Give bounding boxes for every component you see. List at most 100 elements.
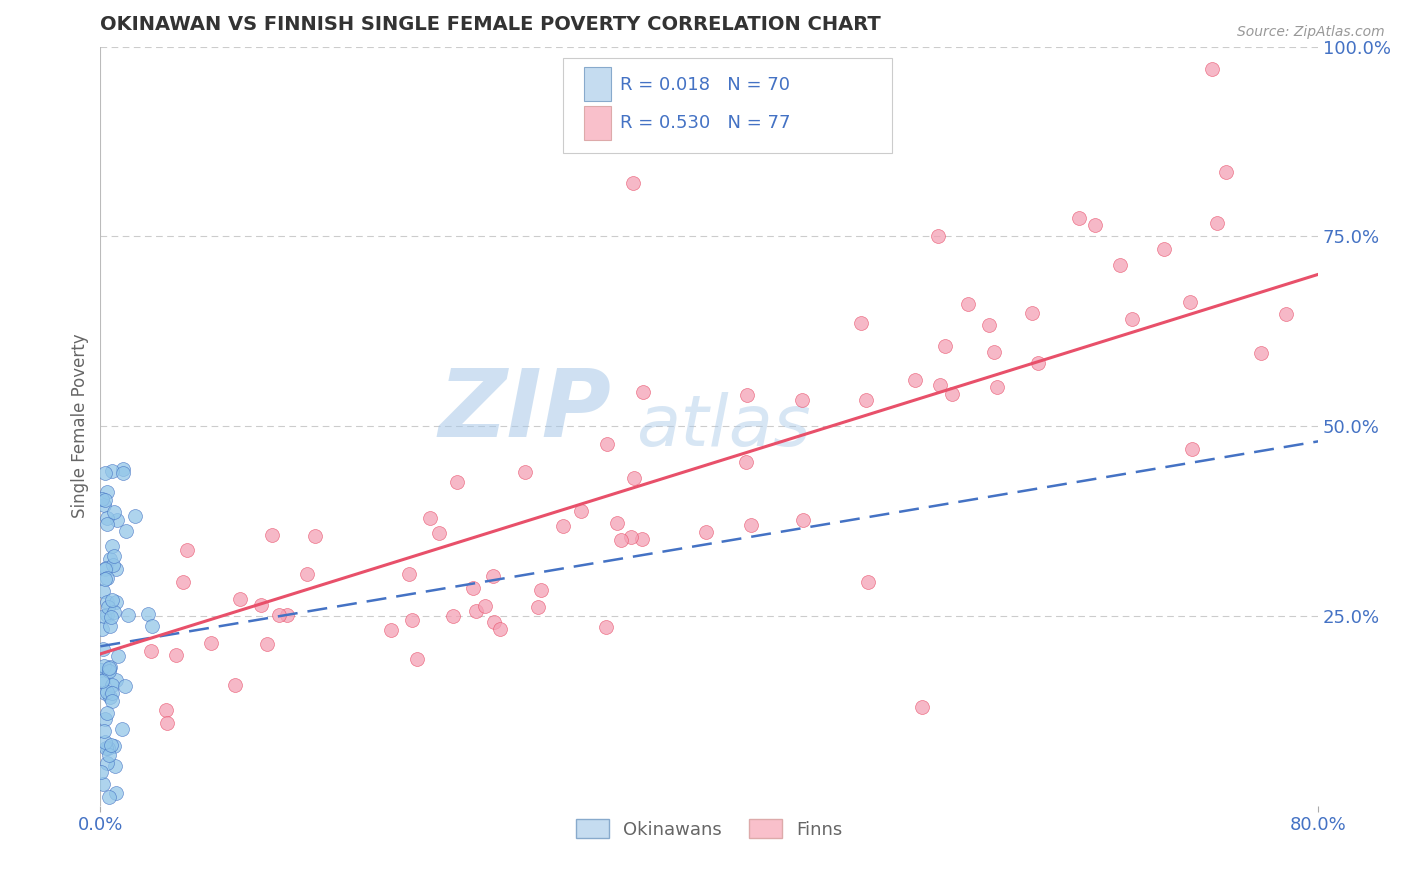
Point bbox=[96, 561, 118, 575]
Text: Source: ZipAtlas.com: Source: ZipAtlas.com bbox=[1237, 25, 1385, 39]
Point bbox=[200, 635, 222, 649]
Point bbox=[105, 513, 128, 527]
Point bbox=[93, 499, 115, 513]
Point bbox=[96, 706, 118, 720]
Point bbox=[904, 373, 927, 387]
Point bbox=[1201, 62, 1223, 77]
Point bbox=[482, 615, 505, 629]
Point bbox=[103, 549, 125, 564]
Point bbox=[94, 562, 117, 576]
Point bbox=[446, 475, 468, 489]
Point bbox=[513, 465, 536, 479]
Point bbox=[141, 618, 163, 632]
Point bbox=[610, 533, 633, 547]
Point bbox=[94, 573, 117, 587]
Point bbox=[249, 598, 271, 612]
Point bbox=[114, 524, 136, 539]
Point bbox=[94, 686, 117, 700]
Point bbox=[630, 532, 652, 546]
Point bbox=[1275, 306, 1298, 320]
Point bbox=[100, 738, 122, 752]
Point bbox=[1153, 243, 1175, 257]
Point bbox=[97, 747, 120, 762]
Point bbox=[695, 524, 717, 539]
Point bbox=[111, 723, 134, 737]
Point bbox=[957, 297, 980, 311]
Point bbox=[105, 673, 128, 688]
Point bbox=[1108, 258, 1130, 272]
Point bbox=[631, 384, 654, 399]
Point bbox=[1121, 311, 1143, 326]
Point bbox=[94, 734, 117, 748]
Text: atlas: atlas bbox=[636, 392, 811, 460]
Point bbox=[114, 679, 136, 693]
Point bbox=[93, 712, 115, 726]
Point bbox=[104, 786, 127, 800]
Point bbox=[929, 377, 952, 392]
Point bbox=[595, 437, 617, 451]
Point bbox=[1250, 345, 1272, 359]
Point bbox=[96, 756, 118, 771]
Point bbox=[304, 529, 326, 543]
Point bbox=[96, 607, 118, 622]
Point bbox=[740, 517, 762, 532]
FancyBboxPatch shape bbox=[583, 67, 610, 102]
Point bbox=[224, 678, 246, 692]
Point bbox=[488, 622, 510, 636]
FancyBboxPatch shape bbox=[564, 58, 891, 153]
Point bbox=[979, 318, 1001, 333]
Point bbox=[551, 519, 574, 533]
Point bbox=[297, 566, 319, 581]
Point bbox=[101, 558, 124, 572]
Point bbox=[101, 539, 124, 553]
Point bbox=[104, 595, 127, 609]
Point bbox=[90, 663, 112, 677]
Point bbox=[1215, 165, 1237, 179]
Point bbox=[101, 686, 124, 700]
Point bbox=[474, 599, 496, 613]
Point bbox=[91, 642, 114, 657]
Text: OKINAWAN VS FINNISH SINGLE FEMALE POVERTY CORRELATION CHART: OKINAWAN VS FINNISH SINGLE FEMALE POVERT… bbox=[100, 15, 882, 34]
Point bbox=[941, 386, 963, 401]
Point bbox=[620, 530, 643, 544]
Point bbox=[101, 677, 124, 691]
Point bbox=[98, 790, 121, 805]
Point bbox=[380, 624, 402, 638]
Point bbox=[96, 594, 118, 608]
Point bbox=[735, 455, 758, 469]
Point bbox=[595, 620, 617, 634]
Point bbox=[98, 619, 121, 633]
Point bbox=[986, 380, 1008, 394]
Point bbox=[94, 466, 117, 480]
Point bbox=[1181, 442, 1204, 456]
Point bbox=[103, 739, 125, 753]
Point bbox=[96, 684, 118, 698]
Point bbox=[94, 492, 117, 507]
Point bbox=[101, 464, 124, 478]
Point bbox=[401, 613, 423, 627]
Point bbox=[1205, 217, 1227, 231]
Point bbox=[262, 528, 284, 542]
Point bbox=[526, 600, 548, 615]
Point bbox=[1178, 295, 1201, 310]
Point bbox=[256, 637, 278, 651]
Text: ZIP: ZIP bbox=[439, 365, 612, 457]
Point bbox=[229, 592, 252, 607]
Point bbox=[621, 176, 644, 190]
Point bbox=[98, 659, 121, 673]
Point bbox=[103, 605, 125, 619]
Point bbox=[927, 229, 949, 244]
Point bbox=[481, 569, 503, 583]
Point bbox=[117, 608, 139, 623]
Point bbox=[792, 513, 814, 527]
Point bbox=[855, 392, 877, 407]
Point bbox=[96, 485, 118, 500]
Point bbox=[165, 648, 187, 663]
Point bbox=[104, 759, 127, 773]
Point bbox=[606, 516, 628, 530]
Point bbox=[124, 508, 146, 523]
Point bbox=[1084, 218, 1107, 232]
Point bbox=[111, 466, 134, 480]
Point bbox=[465, 604, 488, 618]
Point bbox=[107, 649, 129, 664]
